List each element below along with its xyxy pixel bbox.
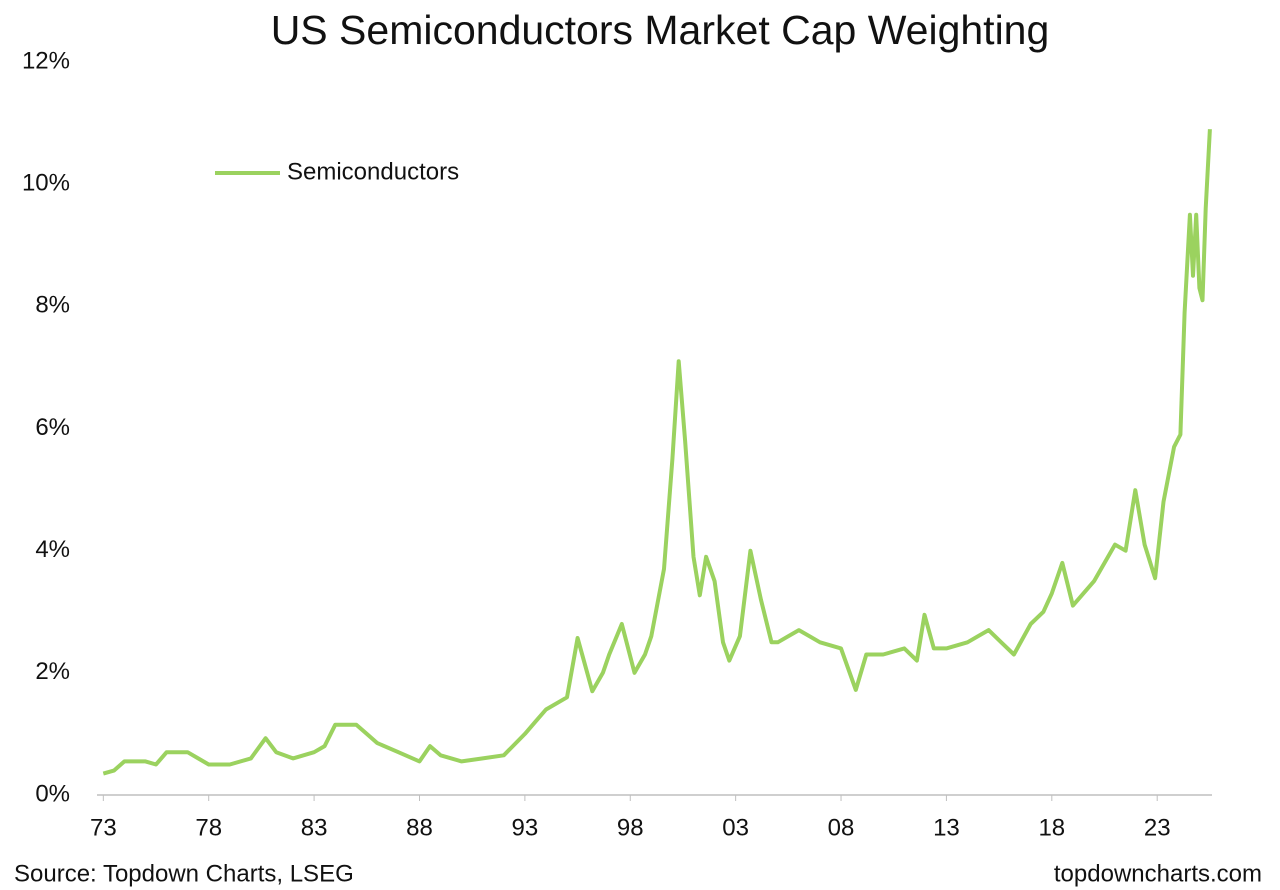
y-tick-label: 8% bbox=[35, 292, 70, 319]
y-tick-label: 12% bbox=[22, 47, 70, 74]
x-tick-label: 03 bbox=[722, 814, 749, 841]
source-note: Source: Topdown Charts, LSEG bbox=[14, 860, 354, 887]
y-tick-label: 2% bbox=[35, 658, 70, 685]
x-tick-label: 93 bbox=[512, 814, 539, 841]
y-tick-label: 6% bbox=[35, 414, 70, 441]
x-tick-label: 83 bbox=[301, 814, 328, 841]
chart-title: US Semiconductors Market Cap Weighting bbox=[271, 7, 1050, 53]
x-tick-label: 13 bbox=[933, 814, 960, 841]
x-tick-label: 88 bbox=[406, 814, 433, 841]
y-tick-label: 0% bbox=[35, 780, 70, 807]
y-tick-label: 4% bbox=[35, 536, 70, 563]
x-tick-label: 78 bbox=[195, 814, 222, 841]
x-tick-label: 18 bbox=[1038, 814, 1065, 841]
x-tick-label: 73 bbox=[90, 814, 117, 841]
series-line bbox=[102, 129, 1212, 776]
watermark: topdowncharts.com bbox=[1054, 860, 1262, 887]
x-tick-label: 23 bbox=[1144, 814, 1171, 841]
x-tick-label: 08 bbox=[828, 814, 855, 841]
legend-label: Semiconductors bbox=[287, 158, 459, 185]
x-tick-label: 98 bbox=[617, 814, 644, 841]
y-tick-label: 10% bbox=[22, 170, 70, 197]
